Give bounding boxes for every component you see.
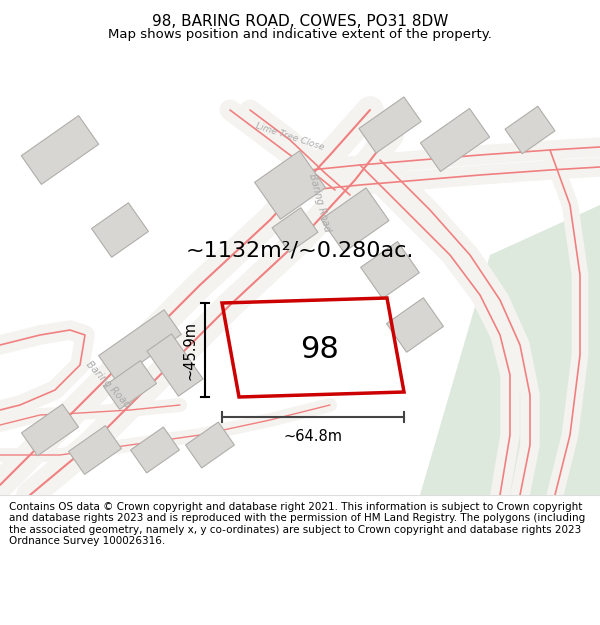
Text: ~45.9m: ~45.9m <box>182 321 197 379</box>
Text: 98: 98 <box>301 336 340 364</box>
Text: ~1132m²/~0.280ac.: ~1132m²/~0.280ac. <box>186 240 414 260</box>
Polygon shape <box>359 97 421 153</box>
Text: Baring Road: Baring Road <box>307 173 332 233</box>
Polygon shape <box>421 109 490 171</box>
Text: Contains OS data © Crown copyright and database right 2021. This information is : Contains OS data © Crown copyright and d… <box>9 501 585 546</box>
Text: Map shows position and indicative extent of the property.: Map shows position and indicative extent… <box>108 28 492 41</box>
Polygon shape <box>254 151 325 219</box>
Polygon shape <box>131 427 179 473</box>
Polygon shape <box>92 202 148 258</box>
Polygon shape <box>147 334 203 396</box>
Polygon shape <box>272 208 318 252</box>
Polygon shape <box>420 205 600 495</box>
Text: 98, BARING ROAD, COWES, PO31 8DW: 98, BARING ROAD, COWES, PO31 8DW <box>152 14 448 29</box>
Polygon shape <box>361 241 419 299</box>
Polygon shape <box>98 310 181 380</box>
Text: Baring Road: Baring Road <box>84 359 132 411</box>
Polygon shape <box>505 106 555 154</box>
Polygon shape <box>321 188 389 252</box>
Polygon shape <box>22 404 79 456</box>
Polygon shape <box>68 426 121 474</box>
Polygon shape <box>104 361 157 409</box>
Polygon shape <box>386 298 443 352</box>
Polygon shape <box>185 422 235 468</box>
Text: Lime Tree Close: Lime Tree Close <box>254 122 325 152</box>
Text: ~64.8m: ~64.8m <box>284 429 343 444</box>
Polygon shape <box>21 116 99 184</box>
